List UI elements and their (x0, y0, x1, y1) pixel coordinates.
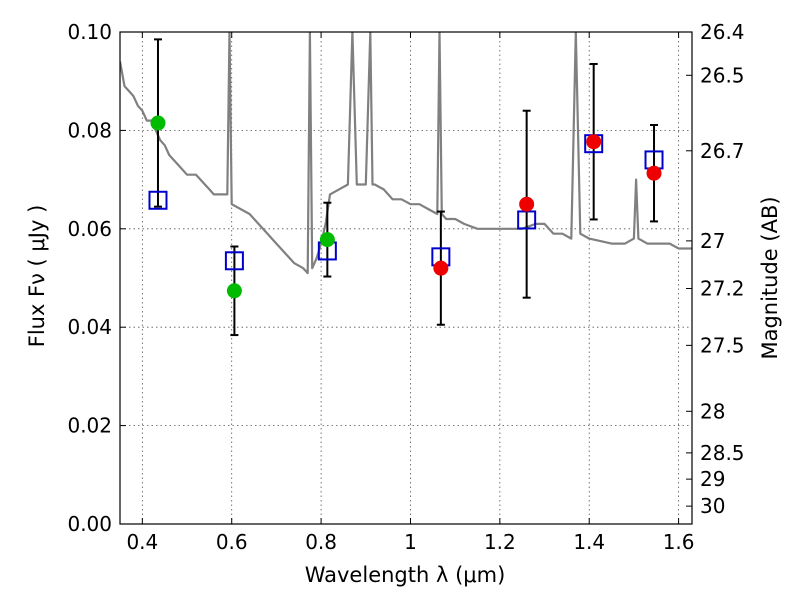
model-photometry-marker (224, 251, 244, 271)
mag-tick-label: 26.7 (700, 139, 745, 163)
mag-tick-label: 26.5 (700, 63, 745, 87)
observed-point-marker (226, 283, 242, 299)
y-tick-label: 0.06 (67, 217, 112, 241)
model-spectrum-line (120, 32, 692, 275)
x-tick-label: 0.8 (305, 530, 337, 554)
mag-tick-label: 28.5 (700, 441, 745, 465)
mag-tick-label: 26.4 (700, 20, 745, 44)
x-tick-label: 1.2 (484, 530, 516, 554)
mag-tick-label: 27.2 (700, 277, 745, 301)
y-axis-label: Flux Fν ( μJy ) (25, 205, 49, 348)
y-tick-label: 0.08 (67, 118, 112, 142)
mag-tick-label: 30 (700, 494, 725, 518)
plot-border (119, 31, 693, 525)
x-tick-label: 1 (404, 530, 417, 554)
y-tick-label: 0.04 (67, 315, 112, 339)
plot-frame (119, 31, 693, 525)
model-spectrum-layer (120, 32, 692, 275)
points-layer (148, 115, 664, 299)
mag-tick-label: 29 (700, 467, 725, 491)
model-photometry-marker (148, 190, 168, 210)
x-tick-label: 1.6 (663, 530, 695, 554)
observed-point-marker (519, 196, 535, 212)
x-tick-label: 0.6 (216, 530, 248, 554)
y-tick-label: 0.00 (67, 512, 112, 536)
observed-point-marker (586, 134, 602, 150)
x-axis-label: Wavelength λ (μm) (305, 563, 506, 587)
mag-tick-label: 27 (700, 229, 725, 253)
x-tick-label: 1.4 (573, 530, 605, 554)
observed-point-marker (433, 260, 449, 276)
x-tick-label: 0.4 (126, 530, 158, 554)
grid-lines (120, 31, 692, 525)
y-tick-label: 0.02 (67, 414, 112, 438)
observed-point-marker (646, 165, 662, 181)
mag-tick-label: 27.5 (700, 333, 745, 357)
y2-axis-label: Magnitude (AB) (758, 196, 782, 359)
observed-point-marker (319, 232, 335, 248)
mag-tick-label: 28 (700, 399, 725, 423)
observed-point-marker (150, 115, 166, 131)
axis-ticks: 0.4 0.6 0.8 1 1.2 1.4 1.6 0.00 0.02 0.04 0.06 0.08 0… (67, 20, 744, 554)
y-tick-label: 0.10 (67, 20, 112, 44)
